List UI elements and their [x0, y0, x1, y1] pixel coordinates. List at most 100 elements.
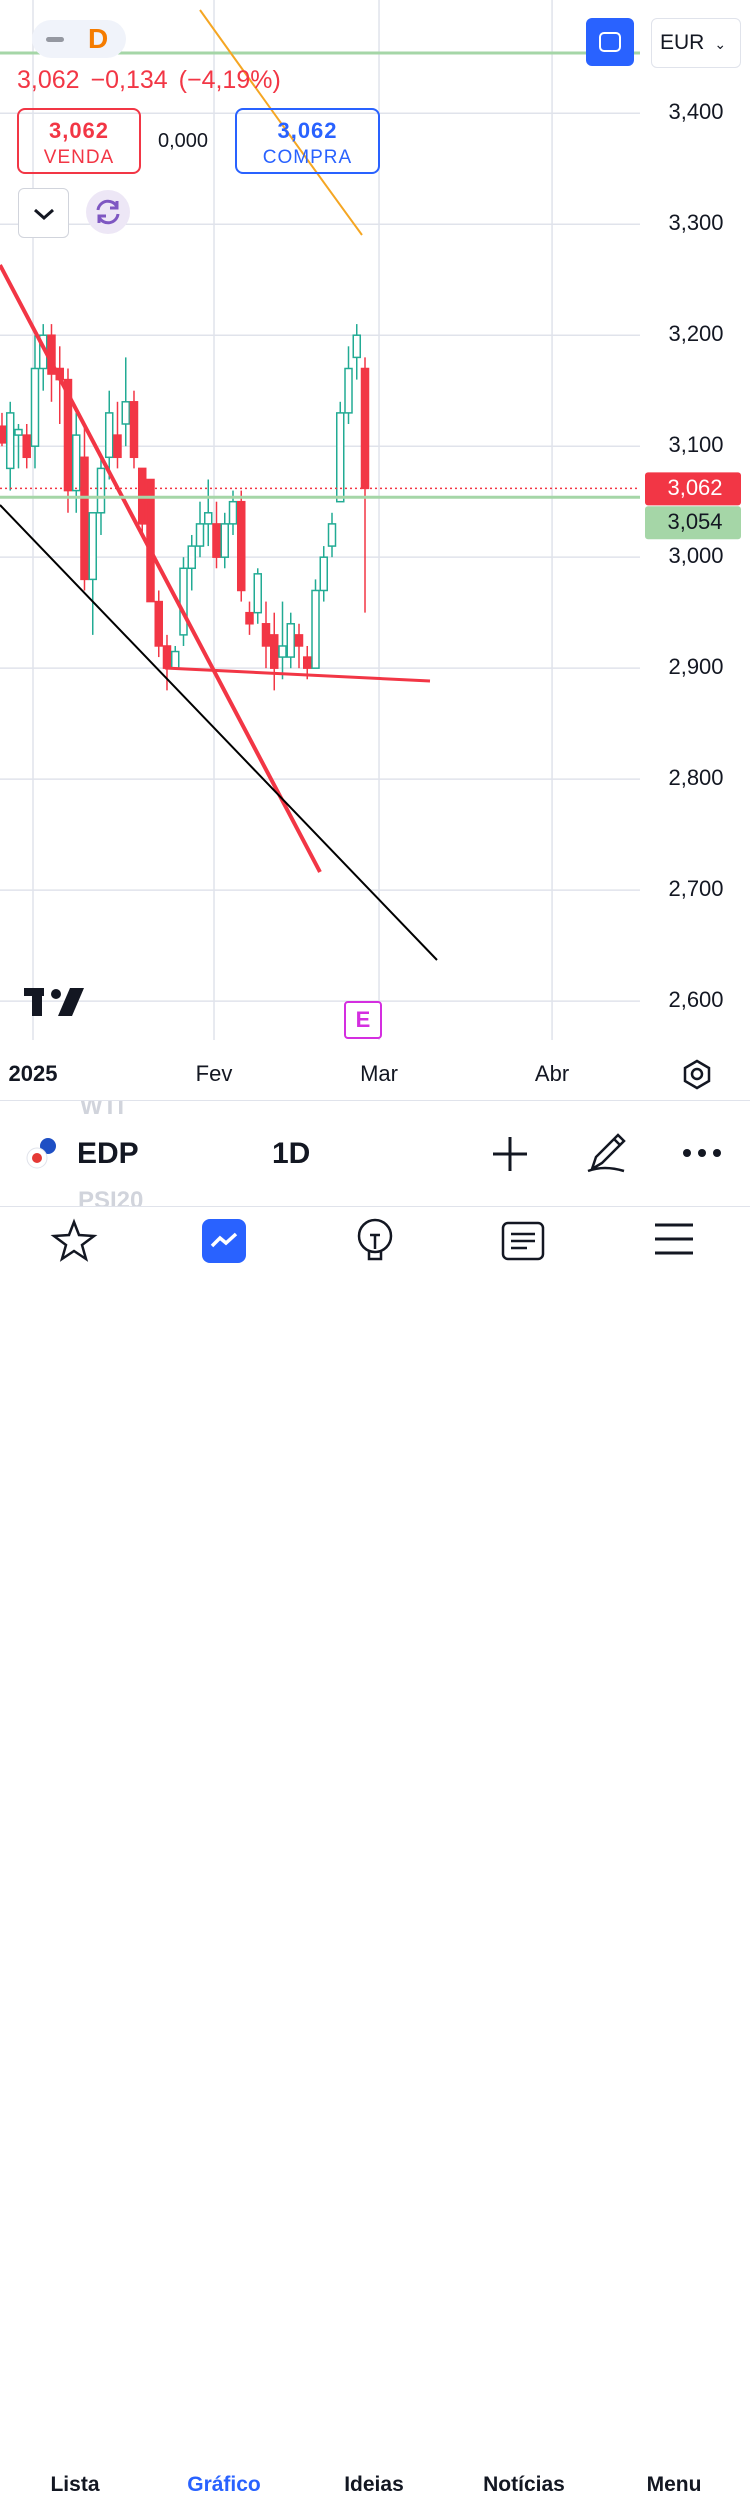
price-label: 3,062	[667, 475, 722, 500]
fullscreen-button[interactable]	[586, 18, 634, 66]
collapse-button[interactable]	[18, 188, 69, 238]
status-pill[interactable]: D	[32, 20, 126, 58]
tab-grafico[interactable]: Gráfico	[187, 2473, 261, 2496]
refresh-button[interactable]	[86, 190, 130, 234]
candle-body	[336, 412, 345, 503]
candle-body	[352, 334, 362, 359]
add-button[interactable]	[490, 1134, 530, 1174]
candle-body	[113, 434, 122, 459]
candle-body	[63, 378, 73, 492]
sell-price: 3,062	[48, 118, 110, 143]
draw-button[interactable]	[584, 1129, 630, 1175]
currency: EUR	[660, 31, 705, 54]
candle-body	[0, 425, 7, 444]
candle-body	[170, 650, 180, 669]
candle-body	[71, 434, 81, 492]
tab-menu[interactable]: Menu	[646, 2473, 702, 2496]
y-tick-label: 2,900	[668, 654, 723, 679]
chart: 2,600 2,700 2,800 2,900 3,000 3,100 3,200 3,300…	[0, 0, 741, 1090]
candle-body	[96, 467, 106, 514]
y-tick-label: 2,800	[668, 765, 723, 790]
badge: D	[88, 23, 109, 54]
candle-body	[278, 645, 287, 658]
price-label-box	[645, 506, 741, 540]
buy-price: 3,062	[277, 118, 338, 143]
candle-body	[14, 428, 23, 436]
refresh-icon	[96, 199, 120, 225]
candle-body	[220, 523, 229, 558]
candle-body	[30, 367, 40, 447]
candle-body	[344, 367, 353, 414]
fullscreen-icon	[599, 32, 621, 52]
candle-body	[154, 600, 163, 647]
candle-body	[228, 500, 238, 525]
candle-body	[129, 401, 139, 459]
y-tick-label: 3,400	[668, 99, 723, 124]
candle-body	[360, 367, 370, 490]
buy-label: COMPRA	[262, 147, 353, 168]
x-tick-label: 2025	[9, 1061, 58, 1086]
tab-icons	[50, 1218, 693, 1263]
change: −0,134	[90, 66, 168, 94]
quote: 3,062	[17, 66, 80, 94]
x-tick-label: Abr	[535, 1061, 569, 1086]
sell-label: VENDA	[43, 147, 115, 168]
quote-line: 3,062 −0,134 (−4,19%)	[17, 66, 281, 95]
candle-body	[88, 512, 97, 581]
more-button[interactable]	[682, 1145, 722, 1161]
candle-body	[327, 523, 337, 547]
trend-line	[0, 264, 322, 873]
symbol[interactable]: EDP	[77, 1137, 139, 1170]
chevron	[34, 208, 54, 221]
tab-bar: Lista Gráfico Ideias Notícias Menu	[0, 1205, 750, 2496]
next-symbol[interactable]: PSI20	[78, 1187, 144, 1207]
candle-body	[80, 456, 89, 581]
moving-average	[199, 9, 363, 236]
y-tick-label: 2,600	[668, 987, 723, 1012]
y-tick-label: 3,300	[668, 210, 723, 235]
x-tick-label: Mar	[360, 1061, 398, 1086]
candle-body	[303, 656, 312, 669]
trend-line	[0, 504, 438, 961]
buy-button[interactable]: 3,062 COMPRA	[235, 108, 380, 174]
candle-body	[311, 589, 320, 669]
candle-body	[22, 434, 31, 459]
interval[interactable]: 1D	[272, 1137, 311, 1170]
price-label-box	[645, 472, 741, 506]
candle-body	[270, 634, 279, 669]
trend-line	[164, 666, 431, 683]
candle-body	[179, 567, 188, 636]
candle-body	[286, 623, 296, 658]
price-label: 3,054	[667, 509, 722, 534]
sell-button[interactable]: 3,062 VENDA	[17, 108, 141, 174]
settings-icon[interactable]	[683, 1059, 711, 1090]
y-tick-label: 3,200	[668, 321, 723, 346]
candle-body	[5, 412, 15, 470]
event-box[interactable]	[344, 1001, 382, 1039]
candle-body	[294, 634, 304, 647]
change-pct: (−4,19%)	[178, 66, 281, 94]
candle-body	[195, 523, 205, 547]
candle-body	[319, 556, 329, 592]
toolbar: WTI PSI20 EDP 1D	[0, 1100, 750, 1207]
candle-body	[236, 500, 246, 592]
candle-body	[187, 545, 196, 570]
currency-select[interactable]: EUR ⌄	[651, 18, 741, 68]
dash	[46, 37, 64, 42]
symbol-logo	[26, 1138, 56, 1169]
tab-noticias[interactable]: Notícias	[483, 2473, 565, 2496]
tab-lista[interactable]: Lista	[50, 2473, 100, 2496]
tab-ideias[interactable]: Ideias	[344, 2473, 404, 2496]
event-marker[interactable]: E	[356, 1007, 371, 1032]
y-tick-label: 3,100	[668, 432, 723, 457]
prev-symbol[interactable]: WTI	[80, 1100, 124, 1120]
candle-body	[253, 573, 262, 614]
candle-body	[162, 645, 172, 669]
candle-body	[212, 523, 221, 558]
candle-body	[245, 611, 254, 625]
candle-body	[203, 512, 213, 525]
y-tick-label: 3,000	[668, 543, 723, 568]
x-tick-label: Fev	[196, 1061, 233, 1086]
tv-logo	[24, 988, 84, 1016]
